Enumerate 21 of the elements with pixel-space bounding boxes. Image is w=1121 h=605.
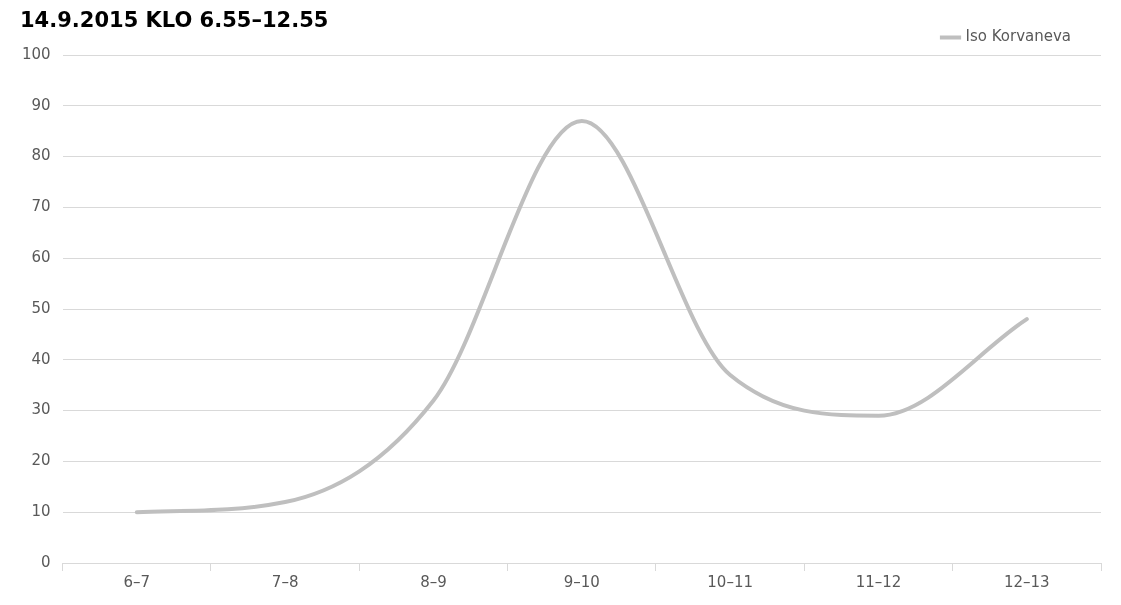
y-tick-label: 50 — [31, 298, 51, 317]
y-tick-label: 0 — [41, 552, 51, 571]
x-tick-label: 9–10 — [563, 572, 600, 591]
x-tick-label: 7–8 — [271, 572, 299, 591]
y-tick-label: 30 — [31, 400, 51, 419]
x-tick-label: 12–13 — [1003, 572, 1050, 591]
y-tick-label: 70 — [31, 197, 51, 216]
chart-title: 14.9.2015 KLO 6.55–12.55 — [20, 8, 329, 32]
x-tick-label: 6–7 — [123, 572, 151, 591]
y-tick-label: 10 — [31, 502, 51, 521]
y-tick-label: 80 — [31, 146, 51, 165]
x-tick-label: 10–11 — [707, 572, 753, 591]
x-tick-label: 11–12 — [855, 572, 902, 591]
line-series — [134, 119, 1029, 515]
y-tick-label: 20 — [31, 451, 51, 470]
y-tick-label: 90 — [31, 95, 51, 114]
x-tick-label: 8–9 — [420, 572, 447, 591]
y-tick-label: 60 — [31, 248, 51, 267]
legend-label: Iso Korvaneva — [965, 27, 1072, 46]
y-tick-label: 40 — [31, 349, 51, 368]
y-tick-label: 100 — [21, 44, 51, 63]
